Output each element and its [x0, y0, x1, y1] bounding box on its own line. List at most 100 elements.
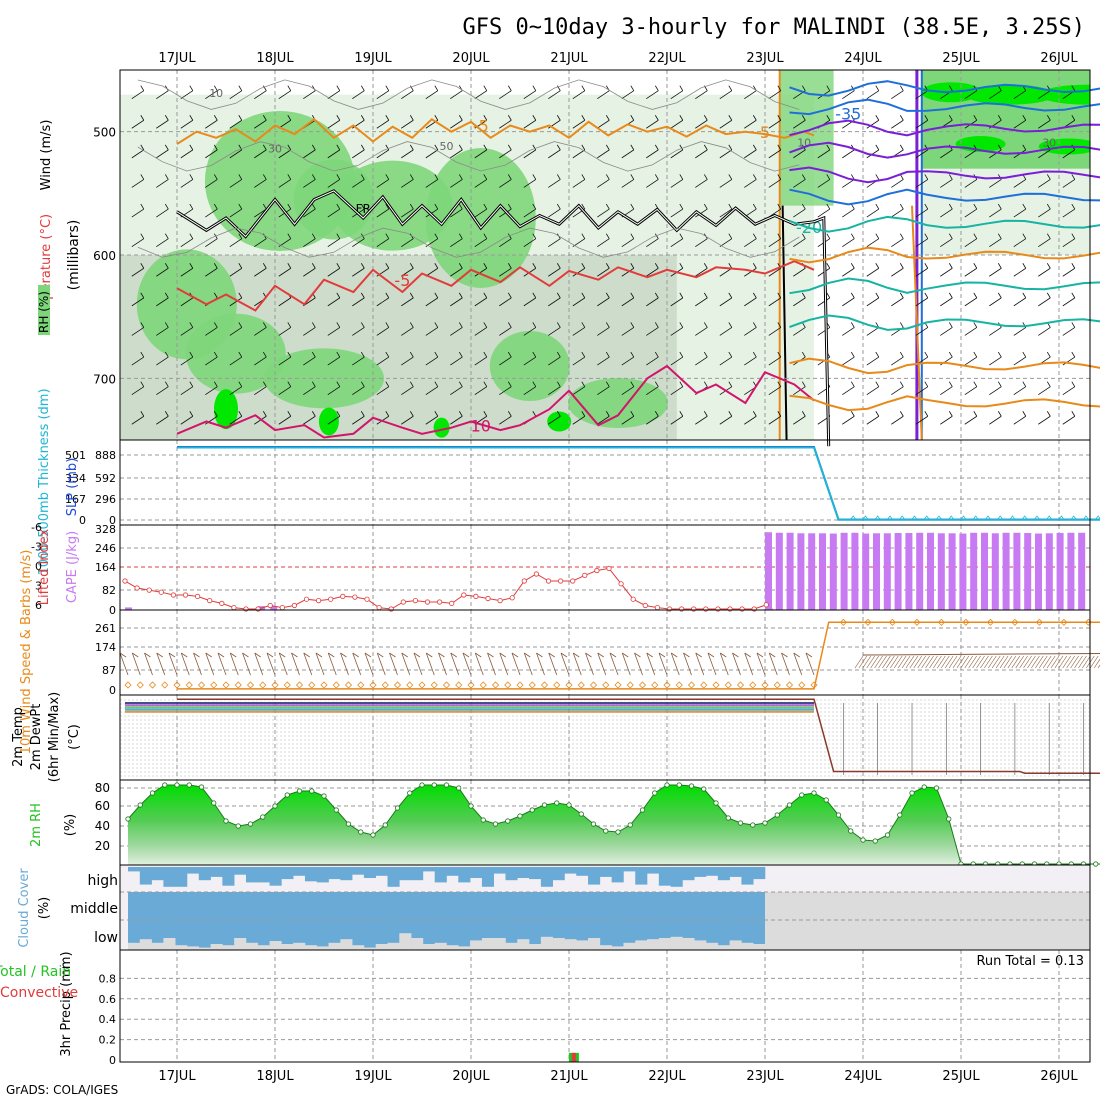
lifted-index-point — [619, 582, 623, 586]
lifted-index-point — [692, 607, 696, 611]
wind10-speed-marker — [627, 682, 633, 688]
wind10-barb — [549, 653, 557, 675]
upper-wind-barb-flag — [1047, 293, 1050, 298]
upper-wind-barb-flag — [851, 234, 854, 239]
rh2m-point — [885, 833, 889, 837]
upper-wind-barb-shaft — [891, 91, 903, 99]
upper-wind-barb — [867, 382, 879, 395]
lifted-index-point — [195, 594, 199, 598]
cape-tick-2: 164 — [95, 561, 116, 574]
upper-wind-barb — [891, 352, 903, 365]
cloud-high-bar — [659, 867, 671, 886]
cloud-low-bar — [423, 944, 435, 950]
lifted-index-point — [595, 568, 599, 572]
lifted-index-point — [292, 603, 296, 607]
upper-wind-barb-flag — [876, 204, 879, 209]
upper-wind-barb-flag — [925, 411, 928, 416]
wind10-barb — [157, 653, 165, 675]
top-date-label-26JUL: 26JUL — [1040, 51, 1078, 66]
bottom-date-label-25JUL: 25JUL — [942, 1069, 980, 1084]
lifted-index-point — [159, 590, 163, 594]
upper-wind-barb-shaft — [842, 179, 854, 187]
rh2m-point — [873, 839, 877, 843]
wind10-barb-dense — [933, 656, 941, 668]
cloud-low-bar — [706, 943, 718, 950]
cloud-high-bar — [222, 867, 234, 886]
upper-wind-barb-shaft — [1063, 268, 1075, 276]
upper-wind-barb-flag — [288, 86, 291, 91]
upper-wind-barb — [1038, 382, 1050, 395]
bottom-date-label-22JUL: 22JUL — [648, 1069, 686, 1084]
rh2m-point — [653, 791, 657, 795]
rh2m-point — [1094, 862, 1098, 866]
upper-wind-barb-flag — [533, 86, 536, 91]
rh2m-point — [604, 829, 608, 833]
lifted-index-point — [716, 607, 720, 611]
upper-wind-barb-flag — [900, 352, 903, 357]
upper-wind-barb-shaft — [940, 298, 952, 306]
cloud-low-bar — [494, 938, 506, 950]
lifted-index-point — [389, 607, 393, 611]
lifted-index-point — [208, 598, 212, 602]
wind10-barb — [757, 653, 765, 675]
cloud-low-bar — [411, 938, 423, 950]
lifted-index-point — [546, 579, 550, 583]
upper-wind-barb-shaft — [1014, 327, 1026, 335]
wind10-speed-marker — [615, 682, 621, 688]
lifted-index-point — [232, 605, 236, 609]
wind10-speed-marker — [799, 682, 805, 688]
upper-wind-barb-shaft — [818, 209, 830, 217]
upper-wind-barb-flag — [508, 86, 511, 91]
wind10-speed-marker — [456, 682, 462, 688]
wind10-barb-dense — [1024, 656, 1032, 668]
chart-title: GFS 0~10day 3-hourly for MALINDI (38.5E,… — [462, 15, 1085, 40]
upper-wind-barb-flag — [925, 352, 928, 357]
wind10-barb-dense — [1043, 656, 1051, 668]
cloud-low-bar — [435, 943, 447, 950]
upper-wind-barb — [891, 293, 903, 306]
rh2m-point — [738, 821, 742, 825]
wind10-barb-dense — [1059, 656, 1067, 668]
cloud-low-bar — [576, 940, 588, 950]
cloud-high-bar — [741, 867, 753, 885]
upper-wind-barb-shaft — [989, 387, 1001, 395]
precip-tick-1: 0.6 — [99, 993, 117, 1006]
wind10-barb — [255, 653, 263, 675]
cape-tick-3: 82 — [102, 584, 116, 597]
cloud-low-bar — [682, 938, 694, 950]
slp-tick-0: 888 — [95, 449, 116, 462]
temp2m-band-0 — [125, 702, 814, 704]
upper-wind-barb-flag — [900, 204, 903, 209]
top-date-label-19JUL: 19JUL — [354, 51, 392, 66]
cloud-high-bar — [364, 867, 376, 878]
cloud-high-bar — [128, 867, 140, 871]
wind10-barb — [304, 653, 312, 675]
cloud-high-bar — [529, 867, 541, 879]
upper-wind-barb — [940, 382, 952, 395]
rh2m-point — [677, 783, 681, 787]
slp-ylabel: SLP (mb) — [65, 458, 80, 517]
lifted-index-point — [413, 598, 417, 602]
upper-wind-barb — [842, 382, 854, 395]
lifted-index-ylabel: Lifted Index — [37, 528, 52, 605]
upper-wind-barb — [818, 322, 830, 335]
slp-tick-1: 592 — [95, 472, 116, 485]
rh2m-tick-3: 20 — [95, 839, 110, 853]
cloud-high-bar — [600, 867, 612, 877]
wind10-barb — [561, 653, 569, 675]
rh2m-point — [628, 823, 632, 827]
wind10-barb — [341, 653, 349, 675]
upper-wind-barb-flag — [1023, 263, 1026, 268]
rh2m-point — [934, 786, 938, 790]
rh2m-point — [591, 822, 595, 826]
rh2m-point — [359, 830, 363, 834]
upper-wind-barb-flag — [1072, 411, 1075, 416]
cloud-high-bar — [352, 867, 364, 875]
upper-wind-barb-shaft — [940, 327, 952, 335]
rh2m-point — [542, 803, 546, 807]
wind10-speed-marker — [725, 682, 731, 688]
wind10-barb-dense — [984, 656, 992, 668]
wind10-speed-marker — [493, 682, 499, 688]
upper-wind-barb-flag — [1023, 382, 1026, 387]
lifted-index-point — [740, 607, 744, 611]
